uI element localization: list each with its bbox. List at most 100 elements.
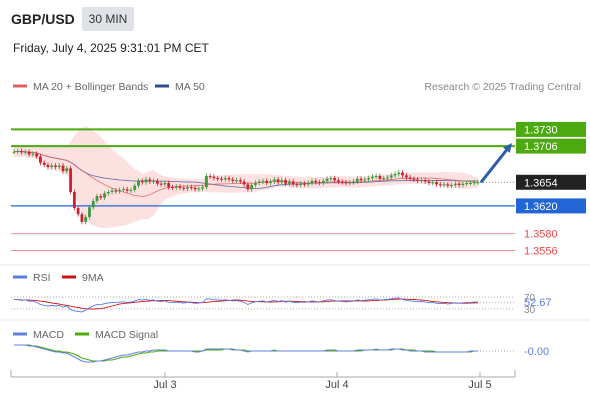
candle-body	[291, 181, 295, 185]
candle-body	[337, 180, 340, 182]
candle-body	[80, 214, 84, 222]
macd-line	[14, 344, 478, 363]
legend-macd: MACD	[33, 329, 64, 341]
candle-body	[242, 181, 246, 185]
candle-body	[472, 182, 476, 184]
candle-body	[461, 183, 465, 186]
candle-body	[442, 184, 446, 186]
legend-macd-signal: MACD Signal	[95, 329, 158, 341]
candle-body	[420, 180, 423, 182]
candle-body	[257, 181, 261, 183]
candle-body	[393, 173, 397, 176]
datetime-label: Friday, July 4, 2025 9:31:01 PM CET	[13, 41, 209, 55]
candle-body	[370, 176, 374, 179]
legend-rsi: RSI	[33, 272, 51, 284]
candle-body	[23, 151, 27, 153]
candle-body	[265, 180, 269, 183]
candle-body	[72, 192, 76, 208]
candle-body	[404, 175, 408, 178]
rsi-level-label: 30	[524, 305, 536, 316]
candle-body	[344, 182, 348, 184]
x-tick-label: Jul 4	[325, 379, 348, 391]
candle-body	[220, 178, 223, 180]
candle-body	[118, 189, 122, 192]
candle-body	[427, 181, 431, 183]
lower-level-label: 1.3556	[524, 245, 558, 257]
resistance-label-box	[516, 121, 586, 137]
resistance-label: 1.3706	[524, 141, 558, 153]
candle-body	[235, 180, 238, 182]
candle-body	[401, 172, 404, 176]
candle-body	[163, 182, 167, 185]
candle-body	[340, 181, 344, 183]
candle-body	[137, 180, 140, 186]
candle-body	[27, 151, 31, 155]
candle-body	[208, 176, 212, 178]
bollinger-band	[14, 126, 478, 229]
candle-body	[16, 150, 20, 152]
candle-body	[287, 181, 291, 184]
candle-body	[178, 186, 182, 188]
candle-body	[431, 182, 435, 184]
candle-body	[76, 207, 80, 215]
candle-body	[99, 196, 103, 198]
candle-body	[114, 190, 118, 192]
candle-body	[61, 165, 65, 172]
candle-body	[167, 182, 171, 188]
candle-body	[276, 179, 280, 183]
candle-body	[31, 153, 35, 155]
candle-body	[333, 178, 337, 181]
macd-value-label: -0.00	[524, 346, 549, 358]
ma20-line	[13, 150, 479, 198]
candle-body	[238, 180, 242, 182]
macd-signal-line	[14, 344, 478, 362]
candle-body	[299, 183, 303, 186]
candle-body	[280, 180, 284, 183]
legend-rsi-ma: 9MA	[82, 272, 104, 284]
candle-body	[212, 176, 216, 179]
candle-body	[416, 179, 420, 181]
candle-body	[450, 185, 453, 187]
current-price-label: 1.3654	[524, 177, 558, 189]
candle-body	[359, 178, 363, 181]
candle-body	[69, 168, 72, 192]
candle-body	[125, 189, 129, 191]
candle-body	[314, 180, 318, 183]
candle-body	[325, 178, 329, 181]
resistance-label: 1.3730	[524, 124, 558, 136]
candle-body	[306, 182, 310, 185]
lower-level-label: 1.3580	[524, 229, 558, 241]
candle-body	[250, 185, 254, 190]
candle-body	[382, 178, 386, 180]
rsi-level-label: 70	[524, 293, 536, 304]
rsi-line	[13, 297, 478, 313]
candle-body	[144, 179, 148, 183]
candle-body	[223, 178, 227, 180]
timeframe-badge[interactable]: 30 MIN	[82, 7, 134, 31]
candle-body	[374, 176, 378, 178]
candle-body	[91, 201, 95, 208]
candle-body	[152, 180, 155, 182]
candle-body	[272, 179, 276, 182]
candle-body	[231, 179, 235, 181]
candle-body	[348, 182, 352, 184]
candle-body	[110, 190, 114, 192]
candle-body	[171, 187, 174, 189]
candle-body	[261, 180, 265, 182]
legend-ma20: MA 20 + Bollinger Bands	[33, 81, 148, 93]
support-label: 1.3620	[524, 201, 558, 213]
candle-body	[246, 184, 250, 190]
candle-body	[39, 156, 42, 163]
candle-body	[174, 186, 178, 188]
candle-body	[133, 185, 137, 190]
candle-body	[204, 176, 208, 188]
candle-body	[189, 187, 193, 189]
candle-body	[121, 189, 125, 191]
candle-body	[457, 183, 461, 186]
candle-body	[159, 183, 163, 185]
candle-body	[423, 180, 427, 182]
candle-body	[227, 178, 231, 180]
candle-body	[182, 187, 186, 189]
candle-body	[103, 193, 106, 198]
